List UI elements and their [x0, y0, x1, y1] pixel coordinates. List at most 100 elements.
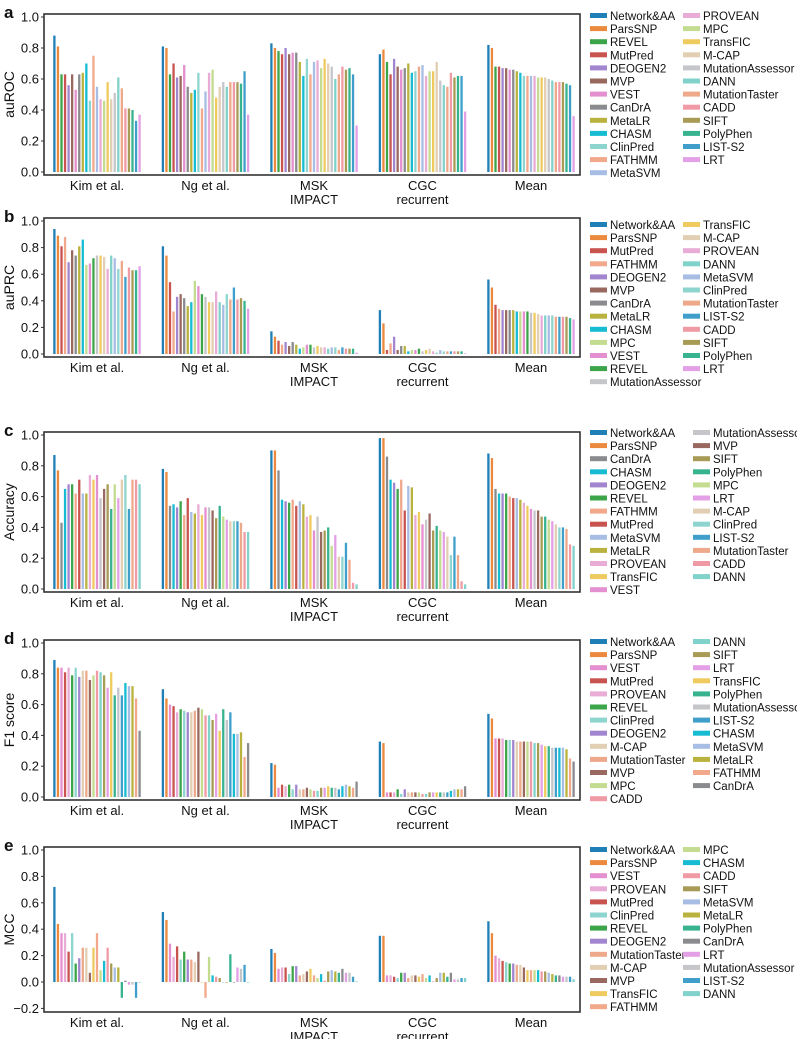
- bar-mutationtaster: [131, 479, 134, 589]
- legend-swatch: [590, 379, 607, 385]
- bar-list-s2: [558, 316, 561, 354]
- bar-sift: [428, 792, 431, 797]
- legend-label: LRT: [713, 494, 735, 506]
- y-tick-label: −0.2: [13, 1001, 39, 1016]
- legend-swatch: [590, 366, 607, 372]
- bar-chasm: [85, 63, 88, 172]
- bar-lrt: [138, 266, 141, 354]
- x-category-label: CGC: [408, 803, 437, 818]
- bar-chasm: [232, 733, 236, 797]
- legend-item: FATHMM: [590, 155, 658, 167]
- legend-label: PolyPhen: [703, 351, 752, 363]
- legend-label: TransFIC: [703, 220, 751, 232]
- legend-swatch: [683, 222, 700, 227]
- bar-parssnp: [56, 235, 60, 354]
- bar-mvp: [88, 679, 92, 797]
- bar-mvp: [71, 74, 74, 172]
- bar-lrt: [432, 792, 435, 797]
- legend-label: ParsSNP: [610, 233, 658, 245]
- bar-dann: [424, 793, 428, 797]
- legend-label: MPC: [610, 781, 636, 793]
- bar-polyphen: [351, 348, 355, 354]
- bar-metalr: [302, 504, 305, 589]
- bar-mpc: [99, 970, 102, 982]
- y-tick-label: 0.8: [21, 41, 39, 56]
- bar-polyphen: [243, 300, 246, 354]
- bar-network-aa: [161, 912, 165, 982]
- bar-mutationtaster: [410, 792, 413, 797]
- bar-deogen2: [78, 676, 81, 797]
- legend-swatch: [590, 144, 607, 149]
- legend-swatch: [590, 783, 607, 789]
- bar-mutpred: [389, 74, 392, 172]
- bar-lrt: [323, 787, 326, 797]
- legend-item: MPC: [590, 781, 636, 793]
- bar-vest: [277, 968, 280, 982]
- legend-item: PolyPhen: [683, 129, 752, 141]
- legend-swatch: [590, 300, 607, 306]
- x-category-label: MSK: [300, 1015, 329, 1030]
- legend-item: TransFIC: [693, 676, 761, 688]
- legend-item: PROVEAN: [590, 689, 666, 701]
- bar-mvp: [522, 967, 526, 982]
- legend-item: CHASM: [683, 858, 745, 870]
- y-tick-label: 0.0: [21, 582, 39, 597]
- bar-network-aa: [161, 246, 165, 354]
- legend-swatch: [693, 469, 710, 475]
- bar-mpc: [85, 264, 88, 354]
- legend-label: MVP: [610, 976, 635, 988]
- legend-swatch: [590, 951, 607, 957]
- legend-swatch: [590, 964, 607, 970]
- plot-frame: [43, 13, 581, 176]
- legend-item: CADD: [693, 559, 746, 571]
- legend-label: M-CAP: [703, 50, 740, 62]
- bar-provean: [88, 475, 92, 589]
- legend-item: LRT: [683, 364, 725, 376]
- bar-metasvm: [95, 86, 99, 172]
- legend-label: REVEL: [610, 37, 648, 49]
- bar-dann: [442, 85, 445, 172]
- bar-mutationtaster: [120, 88, 123, 172]
- legend-swatch: [590, 170, 607, 176]
- bar-deogen2: [501, 310, 504, 354]
- legend-item: DANN: [683, 989, 736, 1001]
- bar-vest: [305, 344, 309, 354]
- legend-swatch: [590, 770, 607, 775]
- legend-swatch: [683, 13, 700, 18]
- bar-candra: [78, 74, 81, 172]
- legend-swatch: [590, 860, 607, 866]
- bar-dann: [117, 77, 120, 172]
- bar-list-s2: [446, 792, 449, 797]
- bar-vest: [494, 738, 497, 797]
- legend-swatch: [693, 704, 710, 710]
- bar-sift: [215, 518, 218, 589]
- legend-swatch: [590, 1004, 607, 1010]
- legend-item: CADD: [590, 794, 643, 806]
- bar-clinpred: [74, 667, 77, 797]
- bar-transfic: [200, 982, 204, 983]
- legend-swatch: [693, 443, 710, 449]
- bar-mutationassessor: [131, 982, 134, 985]
- bar-fathmm: [134, 698, 138, 797]
- legend-item: MVP: [590, 77, 635, 89]
- bar-parssnp: [490, 287, 494, 354]
- bar-provean: [280, 967, 284, 982]
- bar-mutpred: [277, 340, 280, 354]
- bar-transfic: [533, 312, 536, 354]
- legend-label: DANN: [703, 77, 736, 89]
- bar-polyphen: [565, 83, 568, 172]
- bar-fathmm: [92, 55, 95, 172]
- bar-network-aa: [487, 921, 490, 982]
- bar-metalr: [298, 61, 301, 173]
- bar-list-s2: [568, 85, 572, 172]
- bar-dann: [327, 348, 330, 354]
- legend-item: CHASM: [590, 129, 652, 141]
- bar-dann: [138, 982, 141, 983]
- legend-swatch: [590, 65, 607, 71]
- x-category-label: Kim et al.: [70, 1015, 124, 1030]
- bar-lrt: [572, 319, 575, 354]
- bar-revel: [179, 709, 182, 797]
- bar-candra: [74, 255, 77, 354]
- legend-swatch: [683, 912, 700, 918]
- legend-swatch: [683, 91, 700, 97]
